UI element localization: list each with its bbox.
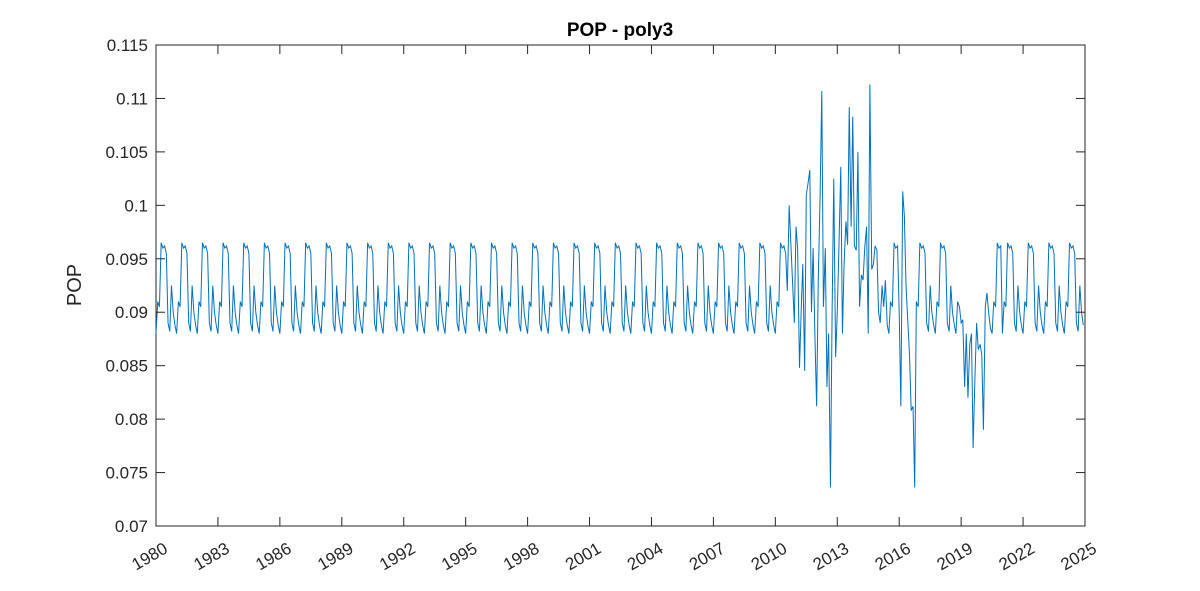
y-tick-label: 0.085 — [105, 357, 148, 376]
x-tick-label: 2022 — [996, 539, 1038, 574]
plot-area — [155, 44, 1086, 527]
y-tick-label: 0.075 — [105, 464, 148, 483]
series-line-pop — [155, 84, 1084, 488]
x-tick-label: 2001 — [562, 539, 604, 574]
y-tick-label: 0.105 — [105, 143, 148, 162]
x-tick-label: 1995 — [438, 539, 480, 574]
chart-title: POP - poly3 — [567, 20, 673, 41]
y-tick-label: 0.1 — [124, 196, 148, 215]
x-tick-label: 1989 — [314, 539, 356, 574]
x-tick-label: 2016 — [872, 539, 914, 574]
y-tick-label: 0.11 — [116, 89, 148, 108]
y-tick-label: 0.09 — [115, 303, 148, 322]
x-tick-label: 2019 — [934, 539, 976, 574]
x-tick-label: 1980 — [129, 539, 171, 574]
y-tick-label: 0.07 — [115, 517, 148, 536]
x-tick-label: 1998 — [500, 539, 542, 574]
y-tick-label: 0.08 — [115, 410, 148, 429]
x-tick-label: 2013 — [810, 539, 852, 574]
y-axis-label: POP — [64, 264, 86, 306]
x-tick-label: 2007 — [686, 539, 728, 574]
x-tick-label: 1983 — [190, 539, 232, 574]
y-axis-ticks: 0.07 0.075 0.08 0.085 0.09 0.095 0.1 0.105 0.11 0… — [105, 36, 1085, 536]
x-tick-label: 2010 — [748, 539, 790, 574]
x-tick-label: 2025 — [1058, 539, 1100, 574]
x-tick-label: 2004 — [624, 539, 666, 574]
x-tick-label: 1992 — [376, 539, 418, 574]
y-tick-label: 0.095 — [105, 250, 148, 269]
y-tick-label: 0.115 — [107, 36, 148, 55]
x-tick-label: 1986 — [252, 539, 294, 574]
